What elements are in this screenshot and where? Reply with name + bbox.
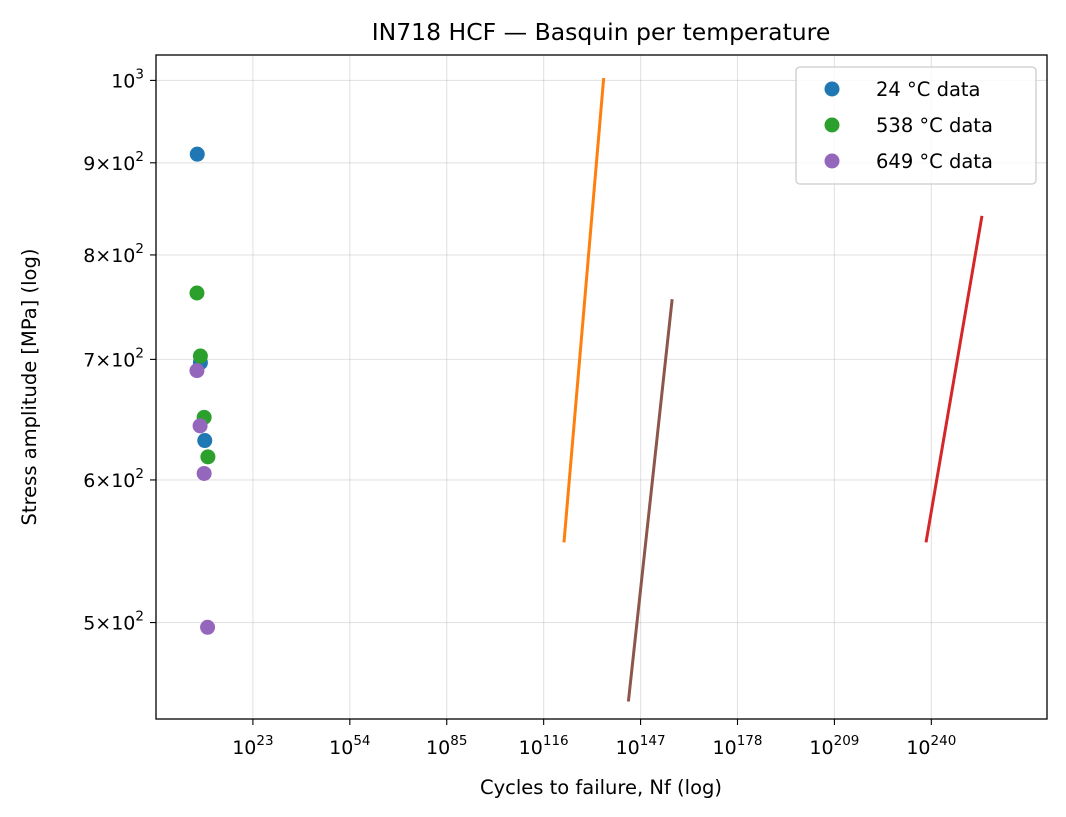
data-point: [192, 418, 208, 434]
x-tick-label: 10178: [713, 733, 763, 759]
x-axis-label: Cycles to failure, Nf (log): [480, 776, 722, 799]
y-tick-label: 9×102: [83, 149, 144, 175]
x-axis-ticks: 1023 1054 1085 10116 10147 10178 10209 10240: [232, 719, 956, 759]
y-tick-label: 6×102: [83, 466, 144, 492]
data-points: [189, 146, 216, 635]
legend-box: [795, 66, 1037, 185]
y-tick-label: 103: [111, 66, 144, 92]
legend-marker: [824, 153, 840, 169]
x-tick-label: 10209: [809, 733, 859, 759]
x-tick-label: 10240: [906, 733, 956, 759]
data-point: [196, 465, 212, 481]
fit-lines: [562, 77, 984, 702]
data-point: [197, 433, 213, 449]
y-tick-label: 7×102: [83, 345, 144, 371]
y-tick-label: 5×102: [83, 609, 144, 635]
x-tick-label: 1023: [232, 733, 273, 759]
data-point: [200, 449, 216, 465]
y-axis-label: Stress amplitude [MPa] (log): [18, 249, 41, 526]
plot-frame: [155, 54, 1048, 720]
x-tick-label: 1085: [426, 733, 467, 759]
data-point: [189, 363, 205, 379]
data-point: [189, 146, 205, 162]
y-axis-ticks: 5×102 6×102 7×102 8×102 9×102 103: [83, 66, 156, 635]
data-point: [189, 285, 205, 301]
x-tick-label: 1054: [329, 733, 370, 759]
data-point: [192, 348, 208, 364]
x-tick-label: 10116: [519, 733, 569, 759]
legend-label: 538 °C data: [876, 114, 993, 137]
fit-line: [626, 299, 674, 702]
chart-title: IN718 HCF — Basquin per temperature: [372, 18, 831, 46]
legend-marker: [824, 117, 840, 133]
legend-label: 649 °C data: [876, 150, 993, 173]
x-tick-label: 10147: [616, 733, 666, 759]
legend-marker: [824, 81, 840, 97]
y-tick-label: 8×102: [83, 241, 144, 267]
legend-label: 24 °C data: [876, 78, 981, 101]
legend: 24 °C data 538 °C data 649 °C data: [795, 66, 1037, 185]
fit-line: [924, 215, 984, 543]
fit-line: [562, 77, 606, 543]
data-point: [200, 619, 216, 635]
